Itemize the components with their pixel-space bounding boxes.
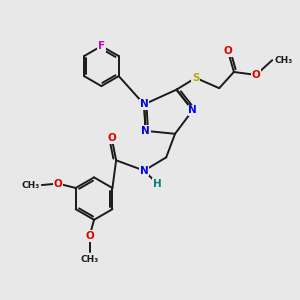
Text: N: N (140, 99, 148, 110)
Text: H: H (153, 179, 162, 189)
Text: CH₃: CH₃ (80, 254, 99, 263)
Text: N: N (188, 105, 197, 115)
Text: F: F (98, 41, 105, 51)
Text: N: N (140, 166, 148, 176)
Text: O: O (252, 70, 260, 80)
Text: O: O (54, 178, 62, 189)
Text: N: N (141, 126, 150, 136)
Text: S: S (192, 73, 200, 83)
Text: O: O (85, 231, 94, 241)
Text: O: O (107, 133, 116, 143)
Text: CH₃: CH₃ (21, 181, 40, 190)
Text: CH₃: CH₃ (274, 56, 293, 65)
Text: O: O (224, 46, 233, 56)
